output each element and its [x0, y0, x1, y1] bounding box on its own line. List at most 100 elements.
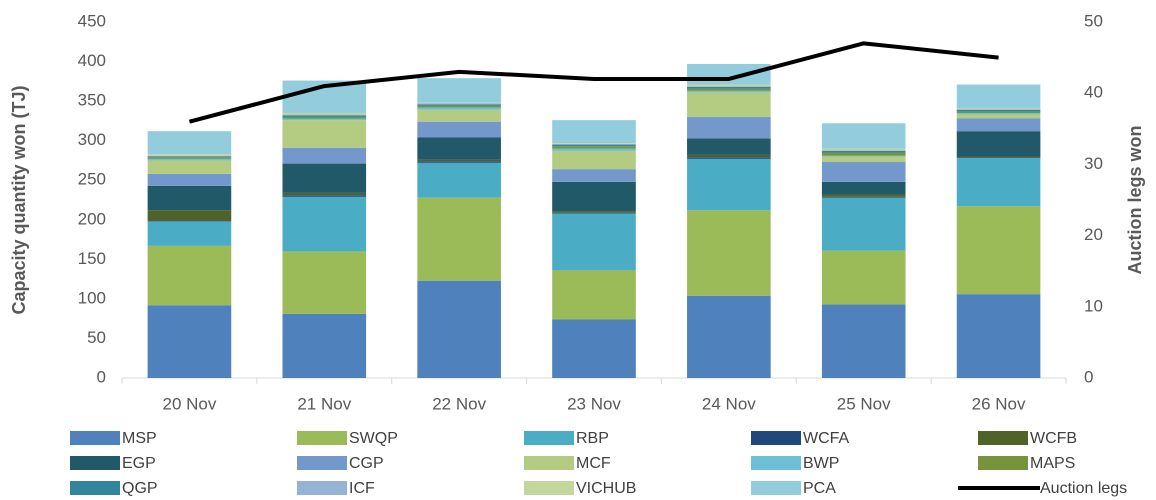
- bar-segment: [821, 156, 906, 163]
- x-tick-label: 21 Nov: [297, 394, 351, 413]
- bar-segment: [687, 158, 771, 211]
- bar-segment: [282, 251, 367, 314]
- x-tick-label: 26 Nov: [972, 394, 1026, 413]
- bar-segment: [417, 109, 501, 122]
- legend-label: WCFB: [1030, 430, 1077, 447]
- bar-segment: [282, 116, 367, 119]
- bar-segment: [956, 158, 1041, 207]
- bar-segment: [687, 86, 771, 89]
- legend-swatch: [70, 481, 120, 495]
- bar-segment: [821, 181, 906, 195]
- legend-swatch: [524, 481, 574, 495]
- bar-segment: [147, 245, 232, 306]
- bar-segment: [956, 114, 1041, 119]
- bar-segment: [417, 280, 501, 378]
- x-tick-label: 23 Nov: [567, 394, 621, 413]
- bar-segment: [417, 162, 501, 198]
- bar-segment: [282, 114, 367, 116]
- bar-segment: [552, 181, 636, 212]
- legend-swatch: [297, 481, 347, 495]
- bar-segment: [282, 192, 367, 196]
- bar-segment: [552, 143, 636, 145]
- bar-segment: [821, 162, 906, 182]
- legend-label: PCA: [803, 480, 836, 497]
- bar-segment: [147, 185, 232, 211]
- x-tick-label: 22 Nov: [432, 394, 486, 413]
- y-tick-label: 150: [78, 249, 106, 268]
- bar-segment: [147, 157, 232, 159]
- bar-segment: [282, 120, 367, 148]
- bar-segment: [821, 250, 906, 305]
- bar-segment: [417, 107, 501, 110]
- legend-swatch: [297, 456, 347, 470]
- legend-swatch: [524, 431, 574, 445]
- legend-swatch: [751, 456, 801, 470]
- bar-segment: [956, 156, 1041, 158]
- legend-label: SWQP: [349, 430, 398, 447]
- bar-segment: [956, 206, 1041, 295]
- bar-segment: [147, 210, 232, 221]
- bar-segment: [821, 148, 906, 151]
- bar-segment: [552, 169, 636, 182]
- bar-segment: [417, 78, 501, 103]
- y-tick-label: 250: [78, 170, 106, 189]
- bar-segment: [552, 120, 636, 144]
- bar-segment: [821, 196, 906, 198]
- bar-segment: [687, 90, 771, 93]
- x-tick-label: 20 Nov: [162, 394, 216, 413]
- y-tick-label: 350: [78, 91, 106, 110]
- bar-segment: [956, 112, 1041, 115]
- bar-segment: [147, 220, 232, 222]
- x-tick-label: 24 Nov: [702, 394, 756, 413]
- bar-segment: [956, 294, 1041, 378]
- bar-segment: [282, 163, 367, 193]
- y-axis-title: Capacity quantity won (TJ): [9, 85, 29, 314]
- bar-segment: [552, 270, 636, 320]
- bar-segment: [821, 123, 906, 149]
- bar-segment: [687, 154, 771, 158]
- bar-segment: [147, 173, 232, 186]
- legend-label: BWP: [803, 455, 839, 472]
- y-tick-label: 50: [87, 328, 106, 347]
- bar-segment: [956, 157, 1041, 159]
- legend-label: WCFA: [803, 430, 850, 447]
- bar-segment: [147, 160, 232, 174]
- legend-swatch: [524, 456, 574, 470]
- legend-swatch: [297, 431, 347, 445]
- y2-tick-label: 0: [1084, 367, 1093, 386]
- bar-segment: [147, 154, 232, 156]
- bar-segment: [687, 210, 771, 296]
- bar-segment: [417, 159, 501, 162]
- bar-segment: [552, 150, 636, 170]
- bar-segment: [552, 146, 636, 149]
- legend-label: CGP: [349, 455, 384, 472]
- bar-segment: [687, 295, 771, 378]
- bar-segment: [956, 118, 1041, 132]
- bar-segment: [821, 150, 906, 151]
- bar-segment: [417, 121, 501, 138]
- bar-segment: [821, 152, 906, 156]
- bar-segment: [282, 196, 367, 252]
- legend-swatch: [751, 431, 801, 445]
- bar-segment: [147, 158, 232, 161]
- bar-segment: [147, 131, 232, 155]
- bar-segment: [956, 84, 1041, 109]
- y2-tick-label: 30: [1084, 154, 1103, 173]
- y-tick-label: 0: [97, 367, 106, 386]
- y-tick-label: 400: [78, 51, 106, 70]
- bar-segment: [417, 197, 501, 281]
- y2-tick-label: 40: [1084, 83, 1103, 102]
- bar-segment: [552, 319, 636, 378]
- bar-segment: [417, 105, 501, 108]
- legend-label: QGP: [122, 480, 158, 497]
- bar-segment: [417, 103, 501, 105]
- bar-segment: [687, 92, 771, 117]
- bar-segment: [552, 212, 636, 214]
- bar-segment: [687, 116, 771, 139]
- legend-swatch: [751, 481, 801, 495]
- legend-swatch: [70, 431, 120, 445]
- bar-segment: [147, 221, 232, 246]
- bar-segment: [956, 131, 1041, 157]
- bar-segment: [282, 313, 367, 378]
- bar-segment: [956, 108, 1041, 110]
